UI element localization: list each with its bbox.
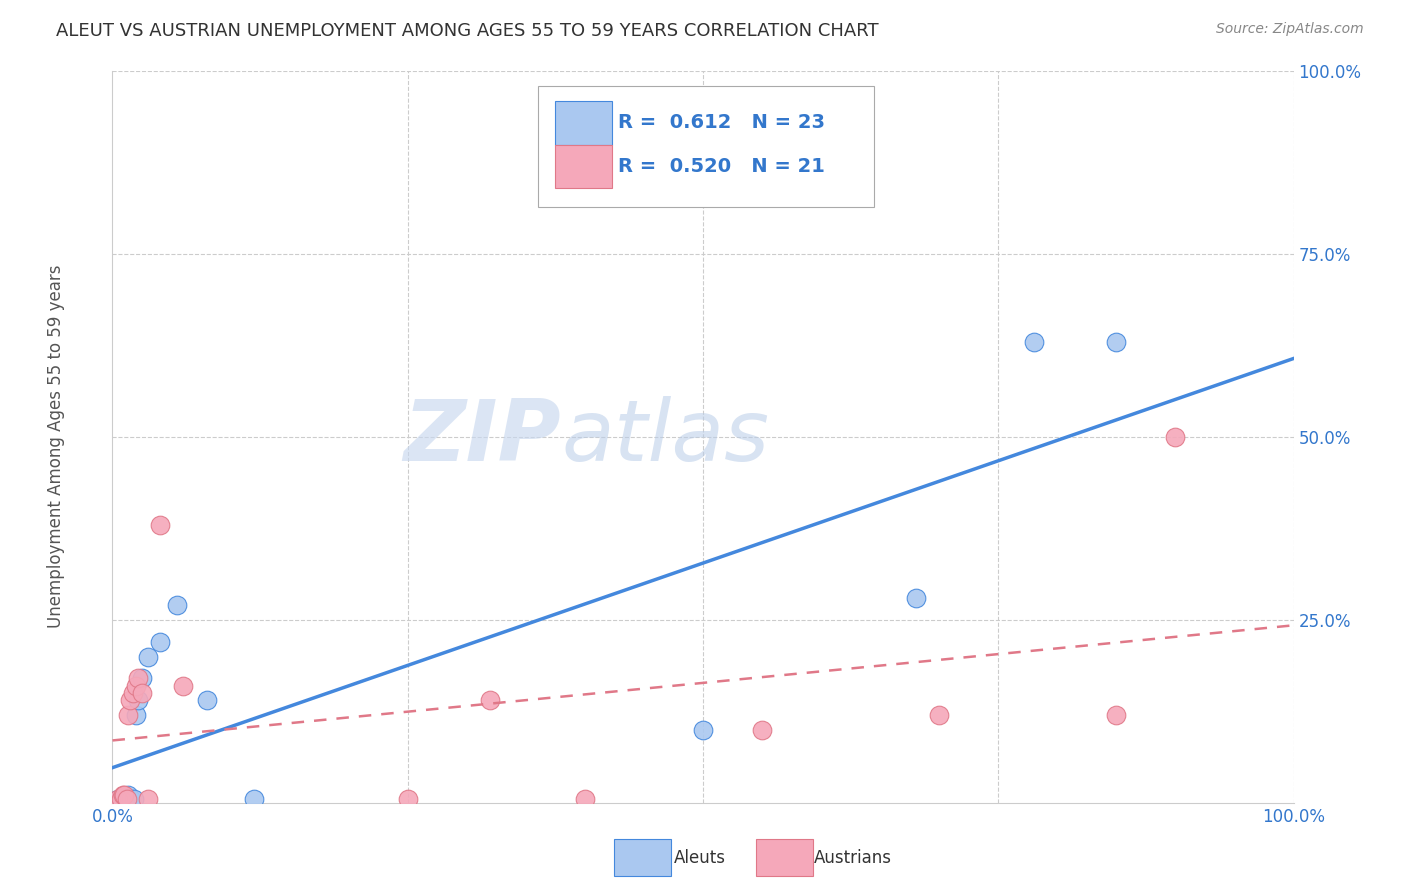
Text: R =  0.612   N = 23: R = 0.612 N = 23 bbox=[619, 113, 825, 132]
Point bbox=[121, 686, 143, 700]
Point bbox=[396, 792, 419, 806]
Text: Aleuts: Aleuts bbox=[673, 848, 725, 867]
Text: Austrians: Austrians bbox=[814, 848, 891, 867]
Point bbox=[127, 672, 149, 686]
Point bbox=[131, 686, 153, 700]
Point bbox=[125, 708, 148, 723]
Point bbox=[243, 792, 266, 806]
Point bbox=[149, 517, 172, 532]
Point bbox=[574, 792, 596, 806]
Point bbox=[114, 792, 136, 806]
Point bbox=[149, 635, 172, 649]
Point bbox=[120, 693, 142, 707]
Text: ALEUT VS AUSTRIAN UNEMPLOYMENT AMONG AGES 55 TO 59 YEARS CORRELATION CHART: ALEUT VS AUSTRIAN UNEMPLOYMENT AMONG AGE… bbox=[56, 22, 879, 40]
Point bbox=[136, 649, 159, 664]
Text: R =  0.520   N = 21: R = 0.520 N = 21 bbox=[619, 157, 825, 176]
Point bbox=[112, 792, 135, 806]
Point bbox=[112, 789, 135, 803]
Point bbox=[112, 792, 135, 806]
Point bbox=[112, 789, 135, 803]
Point bbox=[107, 792, 129, 806]
Point bbox=[692, 723, 714, 737]
Point bbox=[117, 789, 139, 803]
Point bbox=[166, 599, 188, 613]
Point bbox=[1022, 334, 1045, 349]
Point bbox=[195, 693, 218, 707]
Text: ZIP: ZIP bbox=[404, 395, 561, 479]
Point bbox=[120, 792, 142, 806]
Point bbox=[125, 679, 148, 693]
Point bbox=[110, 792, 132, 806]
Text: atlas: atlas bbox=[561, 395, 769, 479]
Point bbox=[904, 591, 927, 605]
Point bbox=[1164, 430, 1187, 444]
Point bbox=[110, 792, 132, 806]
FancyBboxPatch shape bbox=[537, 86, 875, 207]
Point bbox=[107, 792, 129, 806]
Point bbox=[115, 792, 138, 806]
FancyBboxPatch shape bbox=[555, 145, 612, 188]
Point bbox=[118, 792, 141, 806]
FancyBboxPatch shape bbox=[756, 839, 813, 876]
Point bbox=[111, 792, 134, 806]
Point bbox=[127, 693, 149, 707]
Text: Source: ZipAtlas.com: Source: ZipAtlas.com bbox=[1216, 22, 1364, 37]
Point bbox=[172, 679, 194, 693]
Point bbox=[131, 672, 153, 686]
Point bbox=[1105, 334, 1128, 349]
Point bbox=[115, 792, 138, 806]
Point bbox=[751, 723, 773, 737]
Text: Unemployment Among Ages 55 to 59 years: Unemployment Among Ages 55 to 59 years bbox=[48, 264, 65, 628]
FancyBboxPatch shape bbox=[555, 101, 612, 145]
Point bbox=[136, 792, 159, 806]
FancyBboxPatch shape bbox=[614, 839, 671, 876]
Point bbox=[479, 693, 502, 707]
Point bbox=[122, 792, 145, 806]
Point bbox=[928, 708, 950, 723]
Point bbox=[117, 708, 139, 723]
Point bbox=[1105, 708, 1128, 723]
